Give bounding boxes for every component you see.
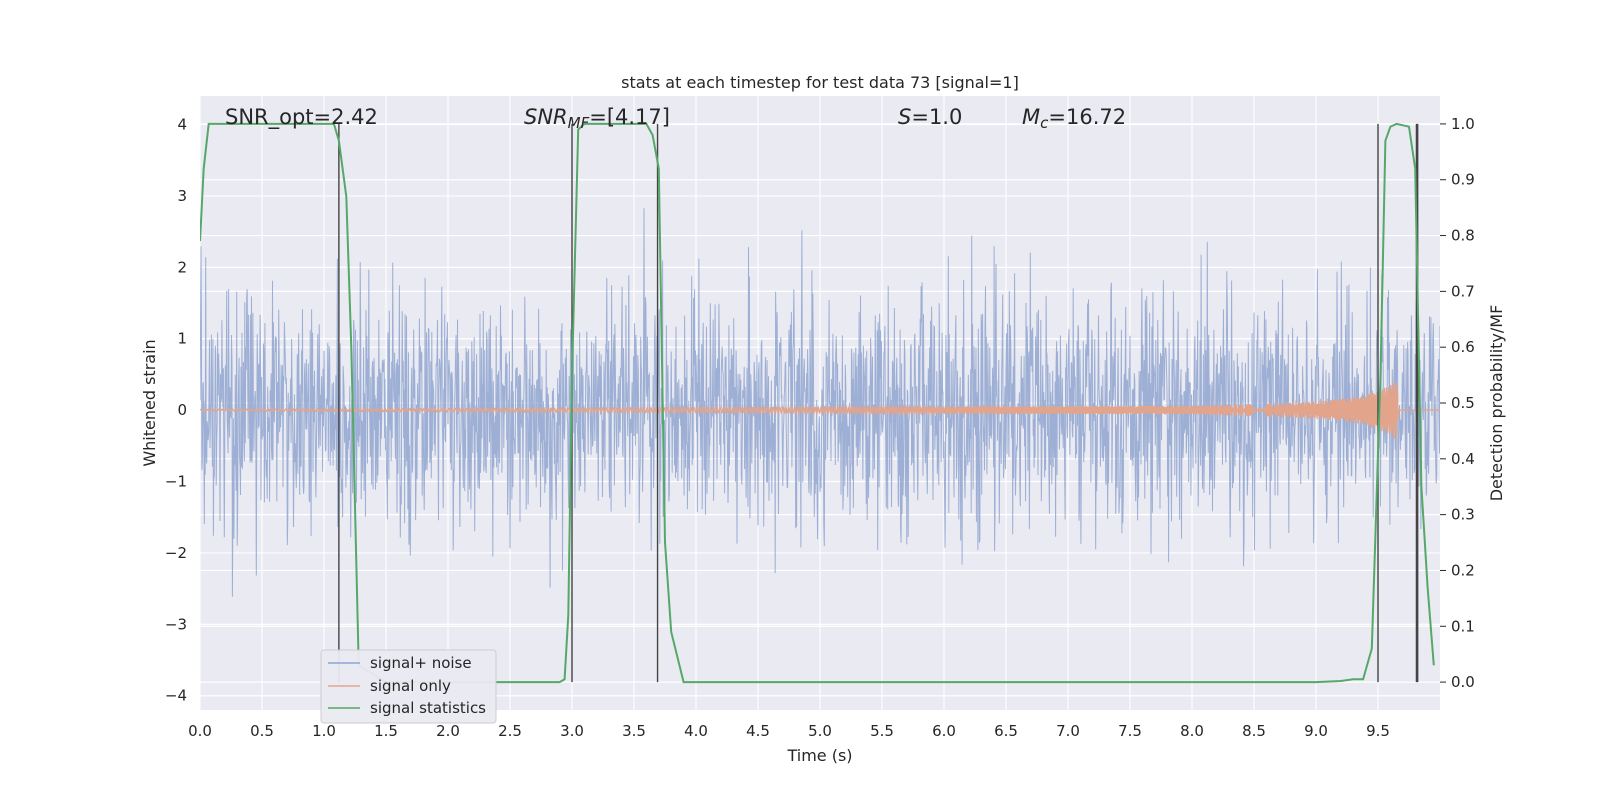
y-left-tick-label: −4 <box>165 687 187 705</box>
y-right-tick-label: 0.9 <box>1451 171 1475 189</box>
x-tick-label: 4.0 <box>684 722 708 740</box>
y-left-tick-label: 2 <box>177 258 187 276</box>
annotation-snr-opt: SNR_opt=2.42 <box>225 105 378 130</box>
x-tick-label: 1.0 <box>312 722 336 740</box>
x-tick-label: 0.0 <box>188 722 212 740</box>
y-left-tick-label: −3 <box>165 615 187 633</box>
series-signal-only <box>200 382 1440 439</box>
legend-label-signal-plus-noise: signal+ noise <box>370 654 472 672</box>
annotation-s: S=1.0 <box>898 105 962 129</box>
legend-label-signal-statistics: signal statistics <box>370 699 486 717</box>
y-right-tick-label: 1.0 <box>1451 115 1475 133</box>
x-tick-label: 4.5 <box>746 722 770 740</box>
x-tick-label: 0.5 <box>250 722 274 740</box>
legend-label-signal-only: signal only <box>370 677 451 695</box>
x-tick-label: 6.0 <box>932 722 956 740</box>
x-tick-label: 8.5 <box>1242 722 1266 740</box>
y-right-tick-label: 0.6 <box>1451 338 1475 356</box>
signal-plus-noise-line <box>200 208 1440 597</box>
x-tick-label: 7.0 <box>1056 722 1080 740</box>
x-tick-label: 5.5 <box>870 722 894 740</box>
x-tick-label: 9.5 <box>1366 722 1390 740</box>
y-axis-label-left: Whitened strain <box>140 339 159 466</box>
y-left-tick-label: 3 <box>177 187 187 205</box>
legend: signal+ noise signal only signal statist… <box>320 649 497 724</box>
annotation-snr-mf: SNRMF=[4.17] <box>524 105 670 132</box>
y-left-tick-label: 0 <box>177 401 187 419</box>
y-right-tick-label: 0.0 <box>1451 673 1475 691</box>
chart-title: stats at each timestep for test data 73 … <box>621 73 1019 92</box>
y-right-tick-label: 0.3 <box>1451 506 1475 524</box>
y-left-tick-label: −2 <box>165 544 187 562</box>
annotation-mc: Mc=16.72 <box>1022 105 1126 132</box>
y-right-tick-label: 0.1 <box>1451 617 1475 635</box>
y-right-tick-label: 0.7 <box>1451 282 1475 300</box>
x-tick-label: 3.5 <box>622 722 646 740</box>
x-tick-label: 5.0 <box>808 722 832 740</box>
series-signal-plus-noise <box>200 208 1440 597</box>
y-right-tick-label: 0.2 <box>1451 561 1475 579</box>
y-left-tick-label: −1 <box>165 473 187 491</box>
y-axis-label-right: Detection probability/MF <box>1487 305 1506 502</box>
x-tick-label: 2.0 <box>436 722 460 740</box>
x-tick-label: 3.0 <box>560 722 584 740</box>
y-left-tick-label: 1 <box>177 330 187 348</box>
x-tick-label: 9.0 <box>1304 722 1328 740</box>
x-tick-label: 1.5 <box>374 722 398 740</box>
x-tick-label: 2.5 <box>498 722 522 740</box>
x-axis-label: Time (s) <box>786 746 852 765</box>
series-signal-statistics <box>200 122 1435 684</box>
axis-ticks: 0.0 0.5 1.0 1.5 2.0 2.5 3.0 3.5 4.0 4.5 5.0 5.5 6.0 6… <box>165 115 1475 740</box>
legend-box <box>320 649 497 724</box>
signal-statistics-line <box>200 122 1435 684</box>
x-tick-label: 8.0 <box>1180 722 1204 740</box>
y-right-tick-label: 0.8 <box>1451 227 1475 245</box>
signal-only-line <box>200 382 1440 439</box>
y-right-tick-label: 0.4 <box>1451 450 1475 468</box>
y-right-tick-label: 0.5 <box>1451 394 1475 412</box>
x-tick-label: 7.5 <box>1118 722 1142 740</box>
y-left-tick-label: 4 <box>177 116 187 134</box>
x-tick-label: 6.5 <box>994 722 1018 740</box>
